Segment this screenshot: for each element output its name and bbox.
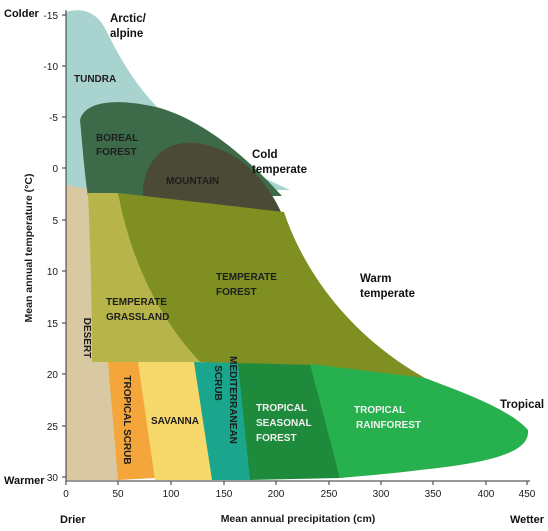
x-tick-label: 300 (373, 489, 390, 500)
colder-label: Colder (4, 8, 40, 20)
biome-label-desert: DESERT (81, 318, 92, 359)
biome-label-temperate-forest: FOREST (216, 287, 257, 298)
biome-label-temperate-forest: TEMPERATE (216, 272, 277, 283)
biome-label-tropical-rainforest: RAINFOREST (356, 420, 421, 431)
y-axis-ticks (62, 14, 66, 478)
biome-label-savanna: SAVANNA (151, 416, 199, 427)
y-tick-label: -10 (44, 62, 59, 73)
zone-label-warm: Warm (360, 273, 392, 285)
y-axis-title: Mean annual temperature (°C) (23, 174, 35, 323)
y-tick-label: 30 (47, 473, 59, 484)
x-tick-label: 200 (268, 489, 285, 500)
zone-label-arctic: Arctic/ (110, 13, 147, 25)
x-tick-label: 350 (425, 489, 442, 500)
x-tick-label: 150 (216, 489, 233, 500)
drier-label: Drier (60, 514, 86, 526)
y-tick-label: 15 (47, 319, 59, 330)
y-tick-label: 10 (47, 267, 59, 278)
y-axis-tick-labels: -15 -10 -5 0 5 10 15 20 25 30 (44, 11, 59, 484)
x-axis-title: Mean annual precipitation (cm) (221, 513, 376, 525)
y-tick-label: -5 (49, 113, 58, 124)
x-tick-label: 0 (63, 489, 69, 500)
biome-label-mediterranean: SCRUB (212, 365, 223, 401)
biome-label-boreal: FOREST (96, 147, 137, 158)
mountain-region (143, 142, 282, 214)
biome-label-tropical-seasonal: TROPICAL (256, 403, 307, 414)
biome-label-boreal: BOREAL (96, 133, 138, 144)
x-tick-label: 250 (321, 489, 338, 500)
y-tick-label: -15 (44, 11, 59, 22)
biome-label-mediterranean: MEDITERRANEAN (227, 356, 238, 444)
wetter-label: Wetter (510, 514, 545, 526)
zone-label-cold: temperate (252, 164, 307, 176)
biome-label-temperate-grassland: GRASSLAND (106, 312, 169, 323)
biome-label-temperate-grassland: TEMPERATE (106, 297, 167, 308)
tropical-seasonal-forest-region (238, 363, 340, 480)
savanna-region (138, 362, 212, 480)
zone-label-tropical: Tropical (500, 399, 544, 411)
y-tick-label: 5 (52, 216, 58, 227)
zone-label-warm: temperate (360, 288, 415, 300)
temperate-forest-region (118, 193, 425, 378)
biome-label-tropical-seasonal: SEASONAL (256, 418, 312, 429)
x-tick-label: 50 (112, 489, 124, 500)
mediterranean-scrub-region (194, 362, 252, 480)
y-tick-label: 25 (47, 422, 59, 433)
biome-label-mountain: MOUNTAIN (166, 176, 219, 187)
biome-label-tropical-scrub: TROPICAL SCRUB (121, 375, 132, 464)
x-tick-label: 100 (163, 489, 180, 500)
x-axis-ticks (65, 481, 528, 485)
y-tick-label: 0 (52, 164, 58, 175)
tropical-rainforest-region (310, 364, 529, 478)
zone-label-arctic: alpine (110, 28, 143, 40)
warmer-label: Warmer (4, 475, 45, 487)
x-tick-label: 450 (519, 489, 536, 500)
biome-label-tropical-seasonal: FOREST (256, 433, 297, 444)
x-tick-label: 400 (478, 489, 495, 500)
biome-label-tundra: TUNDRA (74, 74, 116, 85)
x-axis-tick-labels: 0 50 100 150 200 250 300 350 400 450 (63, 489, 536, 500)
zone-label-cold: Cold (252, 149, 278, 161)
y-tick-label: 20 (47, 370, 59, 381)
temperate-grassland-region (88, 193, 200, 362)
biome-label-tropical-rainforest: TROPICAL (354, 405, 405, 416)
